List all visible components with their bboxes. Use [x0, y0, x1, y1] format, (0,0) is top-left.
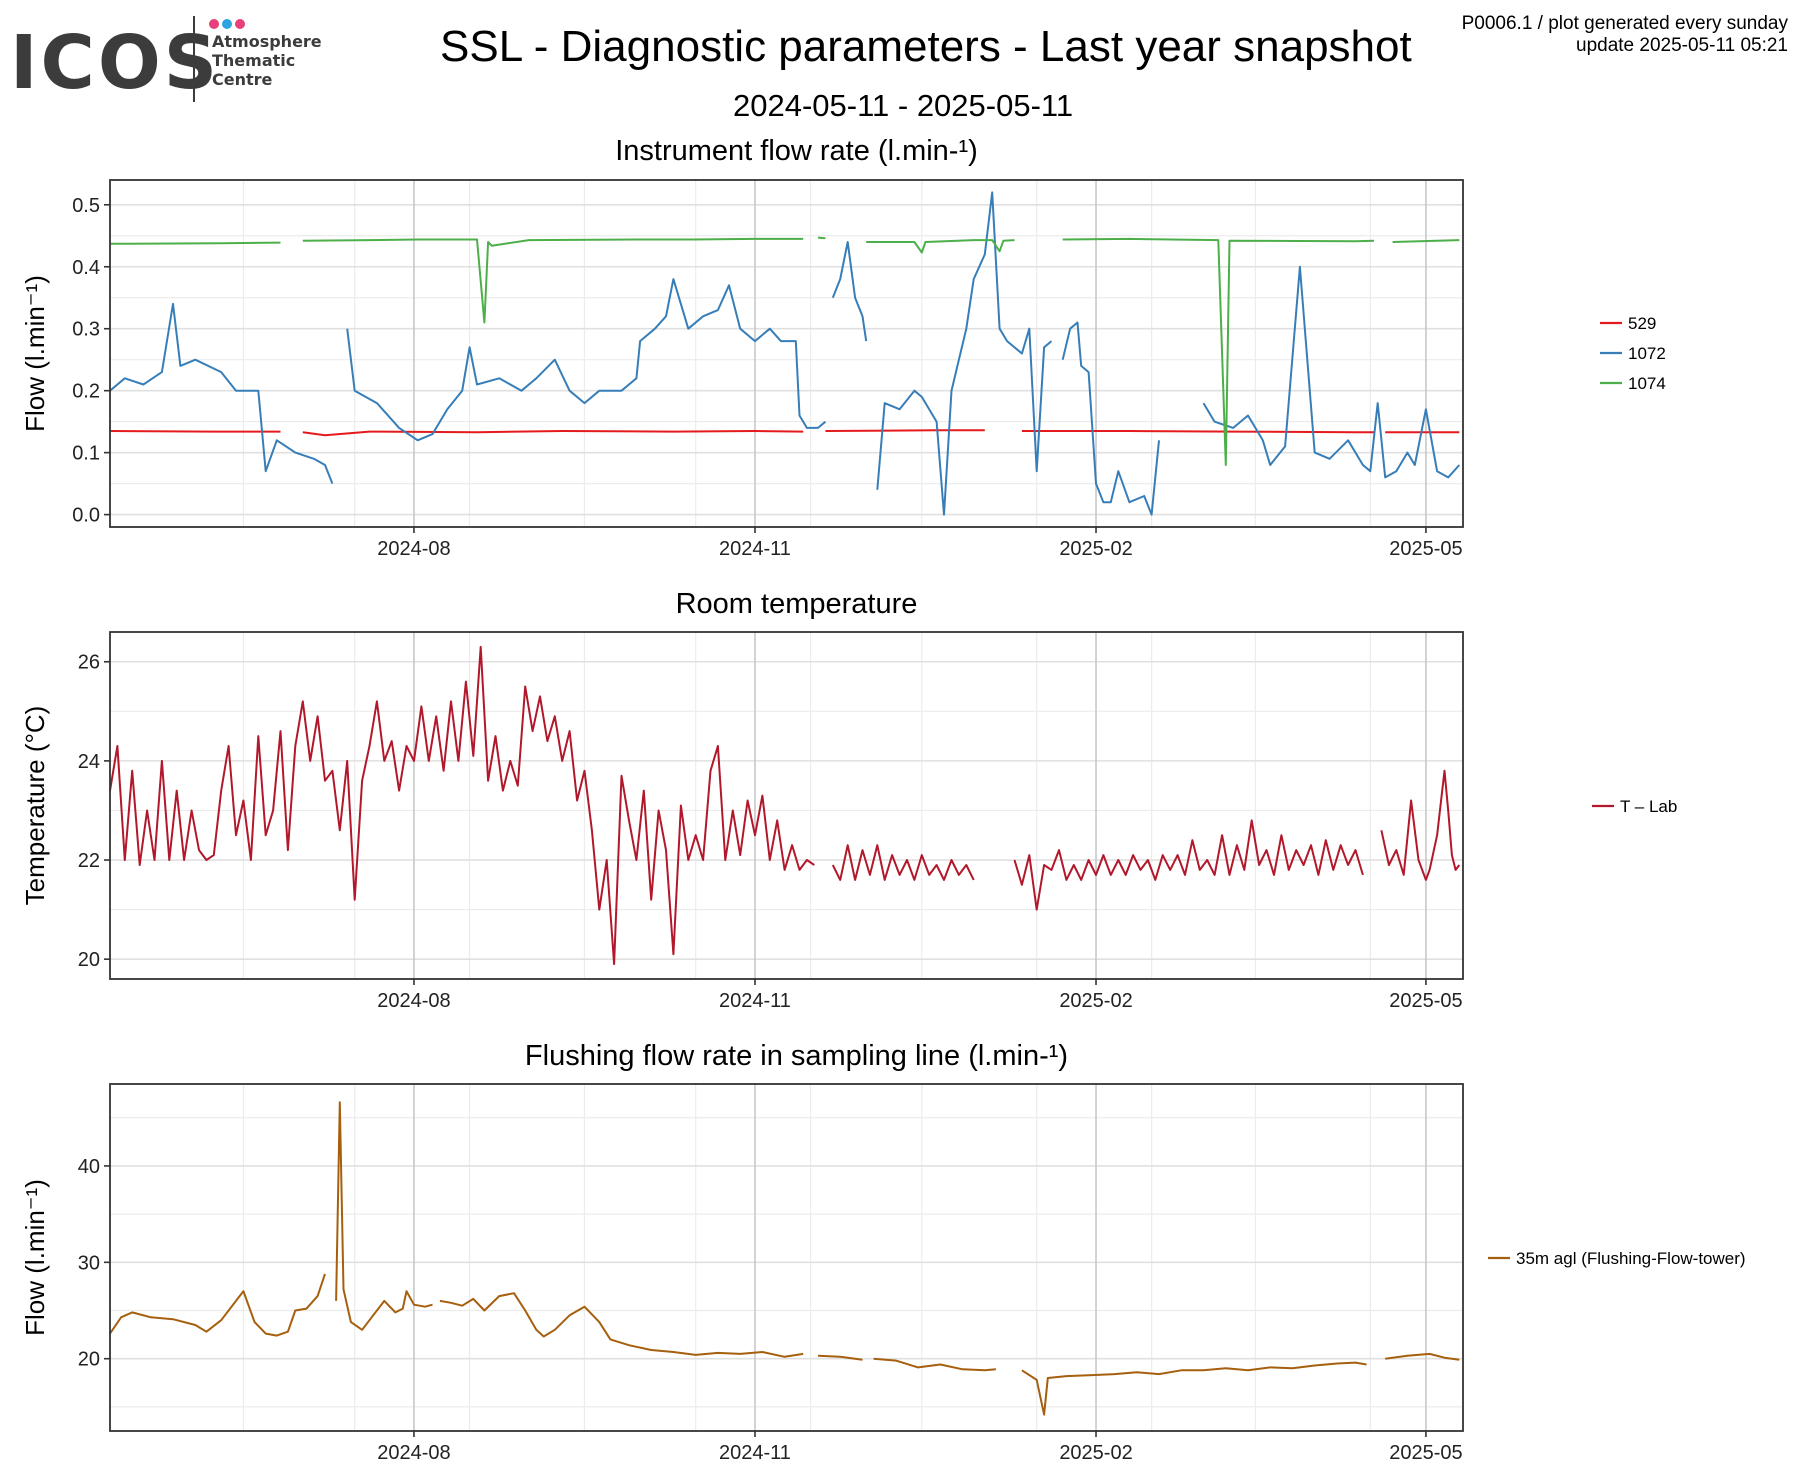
y-tick-label: 20	[78, 1349, 100, 1371]
y-axis-label: Flow (l.min⁻¹)	[20, 1179, 50, 1336]
y-tick-label: 26	[78, 652, 100, 674]
x-tick-label: 2024-08	[377, 990, 450, 1012]
y-tick-label: 0.0	[72, 505, 100, 527]
x-tick-label: 2025-02	[1059, 1442, 1132, 1464]
logo-subtitle: Atmosphere Thematic Centre	[212, 32, 322, 89]
y-tick-label: 40	[78, 1156, 100, 1178]
panel-title: Instrument flow rate (l.min-¹)	[615, 135, 978, 167]
plot-frame	[109, 631, 1464, 980]
plot-id-text: P0006.1 / plot generated every sunday	[1461, 13, 1788, 34]
x-tick-label: 2024-08	[377, 538, 450, 560]
y-tick-label: 20	[78, 949, 100, 971]
x-tick-label: 2024-11	[719, 1442, 791, 1464]
logo-dot	[235, 19, 245, 29]
series-line-35m-agl-flushing-flow-tower-	[109, 1101, 1460, 1416]
panel-title: Flushing flow rate in sampling line (l.m…	[525, 1040, 1068, 1072]
y-tick-label: 0.3	[72, 319, 100, 341]
date-range: 2024-05-11 - 2025-05-11	[733, 88, 1074, 123]
series-line-1074	[109, 236, 1460, 466]
x-tick-label: 2025-05	[1389, 1442, 1462, 1464]
x-tick-label: 2025-02	[1059, 990, 1132, 1012]
series-line-1072	[109, 191, 1461, 516]
series-line-t-lab	[109, 645, 1461, 966]
y-axis-label: Flow (l.min⁻¹)	[20, 275, 50, 432]
logo-dot	[222, 19, 232, 29]
icos-logo: ICOS Atmosphere Thematic Centre	[10, 14, 340, 106]
x-tick-label: 2024-08	[377, 1442, 450, 1464]
x-tick-label: 2024-11	[719, 990, 791, 1012]
plot-frame	[109, 179, 1464, 528]
panel-title: Room temperature	[676, 588, 918, 620]
update-timestamp: update 2025-05-11 05:21	[1576, 35, 1788, 56]
page-title: SSL - Diagnostic parameters - Last year …	[440, 22, 1412, 71]
x-tick-label: 2024-11	[719, 538, 791, 560]
x-tick-label: 2025-05	[1389, 990, 1462, 1012]
x-tick-label: 2025-02	[1059, 538, 1132, 560]
legend-label: 529	[1628, 314, 1656, 333]
logo-dots-icon	[209, 16, 248, 34]
logo-sub-line: Atmosphere	[212, 32, 322, 51]
y-tick-label: 22	[78, 850, 100, 872]
y-tick-label: 0.2	[72, 381, 100, 403]
legend-label: 35m agl (Flushing-Flow-tower)	[1516, 1249, 1746, 1268]
y-tick-label: 24	[78, 751, 100, 773]
plot-frame	[109, 1083, 1464, 1432]
legend-label: T – Lab	[1620, 797, 1677, 816]
legend-label: 1074	[1628, 374, 1666, 393]
legend-label: 1072	[1628, 344, 1666, 363]
logo-wordmark: ICOS	[10, 20, 221, 106]
y-tick-label: 0.1	[72, 443, 100, 465]
logo-dot	[209, 19, 219, 29]
x-tick-label: 2025-05	[1389, 538, 1462, 560]
y-tick-label: 0.5	[72, 195, 100, 217]
logo-sub-line: Thematic	[212, 51, 296, 70]
y-tick-label: 0.4	[72, 257, 100, 279]
logo-sub-line: Centre	[212, 70, 273, 89]
y-tick-label: 30	[78, 1252, 100, 1274]
generation-info: P0006.1 / plot generated every sunday up…	[1462, 13, 1788, 57]
y-axis-label: Temperature (°C)	[20, 706, 50, 906]
logo-separator	[193, 16, 195, 102]
